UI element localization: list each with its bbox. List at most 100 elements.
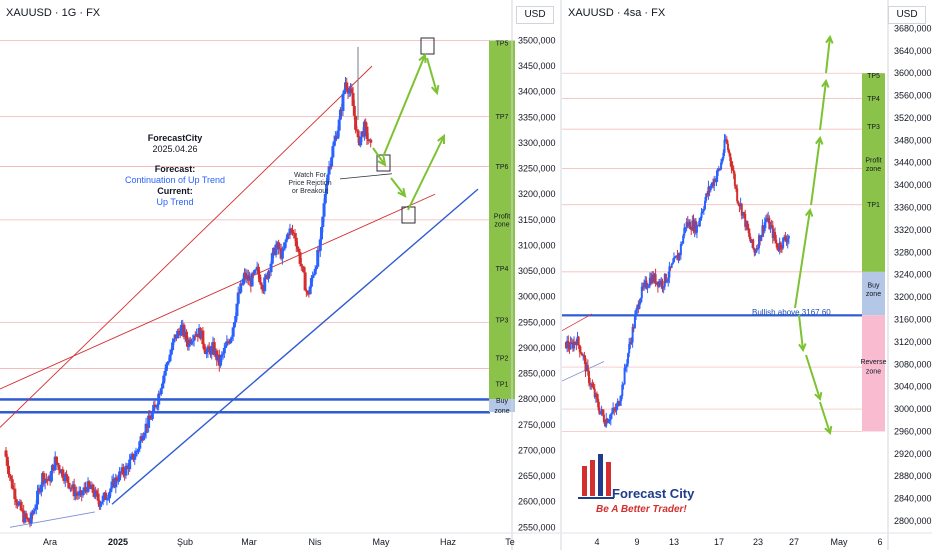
h4-candle	[682, 235, 685, 244]
h4-candle	[774, 232, 777, 240]
daily-candle	[34, 504, 38, 510]
h4-candle	[672, 257, 675, 263]
h4-y-tick-label: 2800,000	[894, 516, 932, 526]
watch-line	[339, 173, 393, 180]
h4-candle	[677, 253, 680, 261]
daily-candle	[336, 130, 340, 139]
daily-candle	[345, 82, 349, 90]
daily-candle	[230, 336, 234, 339]
daily-candle	[104, 492, 108, 500]
daily-candle	[205, 352, 209, 355]
currency-button-left[interactable]: USD	[516, 6, 554, 24]
daily-candle	[49, 471, 53, 482]
daily-candle	[282, 248, 286, 251]
h4-candle	[678, 253, 681, 256]
daily-candle	[86, 481, 90, 492]
h4-candle	[583, 355, 586, 359]
daily-candle	[70, 487, 74, 489]
h4-x-tick-label: May	[830, 537, 848, 547]
daily-candle	[220, 354, 224, 358]
bullish-level-label: Bullish above 3167.60	[752, 308, 831, 317]
daily-candle	[177, 330, 181, 332]
daily-candle	[356, 130, 360, 138]
buy-zone	[489, 399, 515, 413]
forecast-value: Continuation of Up Trend	[124, 175, 226, 185]
daily-candle	[206, 346, 210, 353]
h4-candle	[787, 235, 790, 239]
daily-candle	[285, 234, 289, 240]
daily-candle	[148, 415, 152, 419]
h4-candle	[739, 203, 742, 207]
daily-candle	[212, 342, 216, 356]
daily-candle	[355, 129, 359, 131]
h4-candle	[763, 222, 766, 232]
h4-candle	[782, 237, 785, 248]
daily-candle	[347, 90, 351, 94]
daily-candle	[29, 512, 33, 524]
h4-arrow-head	[824, 425, 833, 435]
daily-candle	[231, 327, 235, 337]
daily-candle	[191, 340, 195, 342]
h4-chart-canvas[interactable]: TP5 TP4 TP3 Profit zone TP1 Buy zone Reverse zone…	[562, 0, 932, 550]
daily-candle	[203, 349, 207, 355]
h4-y-tick-label: 3480,000	[894, 135, 932, 145]
note-line-3: or Breakout	[291, 188, 329, 195]
h4-candle	[778, 242, 781, 250]
daily-candle	[155, 404, 159, 408]
daily-chart-panel[interactable]: TP7 TP6 Profit zone TP4 TP3 TP2 TP1 Buy zone TP5 25…	[0, 0, 560, 550]
daily-chart-canvas[interactable]: TP7TP6ProfitzoneTP4TP3TP2TP1BuyzoneTP525…	[0, 0, 560, 550]
h4-candle	[731, 167, 734, 171]
h4-candle	[622, 384, 625, 386]
h4-candle	[725, 139, 728, 144]
h4-candle	[698, 220, 701, 226]
daily-candle	[75, 492, 79, 495]
zone-label: TP4	[496, 266, 509, 273]
annotation-date: 2025.04.26	[152, 144, 198, 154]
daily-candle	[121, 467, 125, 475]
h4-candle	[613, 408, 616, 410]
current-value: Up Trend	[156, 197, 194, 207]
daily-candle	[147, 415, 151, 428]
h4-y-tick-label: 3440,000	[894, 158, 932, 168]
h4-candle	[736, 188, 739, 202]
daily-y-tick-label: 2900,000	[518, 343, 556, 353]
h4-candle	[683, 227, 686, 236]
daily-candle	[162, 375, 166, 384]
h4-y-tick-label: 3120,000	[894, 337, 932, 347]
h4-candle	[755, 247, 758, 252]
currency-button-right[interactable]: USD	[888, 6, 926, 24]
h4-candle	[769, 225, 772, 230]
daily-candle	[53, 456, 57, 470]
daily-candle	[235, 303, 239, 317]
h4-candle	[571, 342, 574, 349]
zone-label: TP5	[496, 41, 509, 48]
daily-candle	[330, 157, 334, 167]
daily-candle	[258, 274, 262, 283]
daily-candle	[239, 283, 243, 293]
daily-y-tick-label: 2850,000	[518, 369, 556, 379]
daily-candle	[321, 216, 325, 228]
h4-candle	[785, 240, 788, 243]
daily-candle	[320, 227, 324, 240]
h4-candle	[721, 158, 724, 163]
h4-chart-panel[interactable]: TP5 TP4 TP3 Profit zone TP1 Buy zone Reverse zone…	[562, 0, 932, 550]
h4-y-tick-label: 3600,000	[894, 68, 932, 78]
h4-candle	[629, 342, 632, 345]
h4-candle	[686, 222, 689, 227]
zone-label: TP2	[496, 356, 509, 363]
daily-candle	[43, 478, 47, 484]
daily-x-tick-label: May	[372, 537, 390, 547]
h4-candle	[713, 179, 716, 187]
h4-arrow-head	[798, 343, 807, 353]
daily-candle	[236, 292, 240, 304]
daily-y-tick-label: 3250,000	[518, 164, 556, 174]
daily-candle	[77, 491, 81, 496]
h4-y-tick-label: 3080,000	[894, 359, 932, 369]
h4-candle	[692, 220, 695, 232]
h4-candle	[568, 347, 571, 350]
daily-candle	[101, 495, 105, 502]
h4-candle	[705, 193, 708, 201]
daily-candle	[350, 88, 354, 94]
daily-candle	[284, 239, 288, 243]
h4-candle	[633, 316, 636, 329]
